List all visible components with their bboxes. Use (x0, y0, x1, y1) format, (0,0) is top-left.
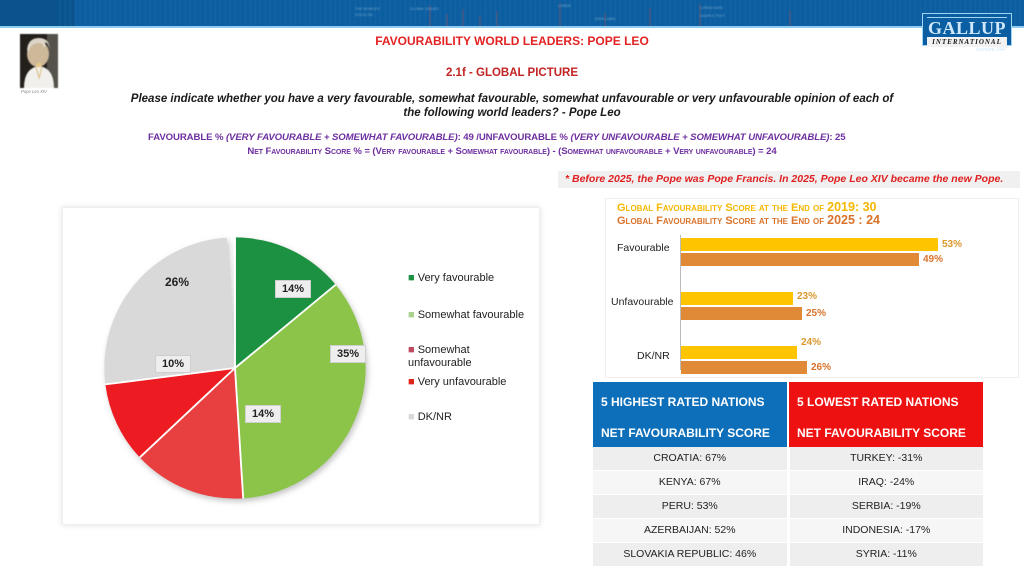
svg-text:GLOBAL ISSUES: GLOBAL ISSUES (410, 7, 439, 11)
svg-text:LOREM: LOREM (558, 4, 571, 8)
svg-text:LOREM DATA: LOREM DATA (700, 6, 723, 10)
svg-text:SAMPLE TEXT: SAMPLE TEXT (700, 14, 726, 18)
svg-text:THE WORLD'S: THE WORLD'S (355, 7, 380, 11)
svg-text:VOICE ON: VOICE ON (355, 13, 373, 17)
svg-text:DATA LABEL: DATA LABEL (595, 17, 616, 21)
